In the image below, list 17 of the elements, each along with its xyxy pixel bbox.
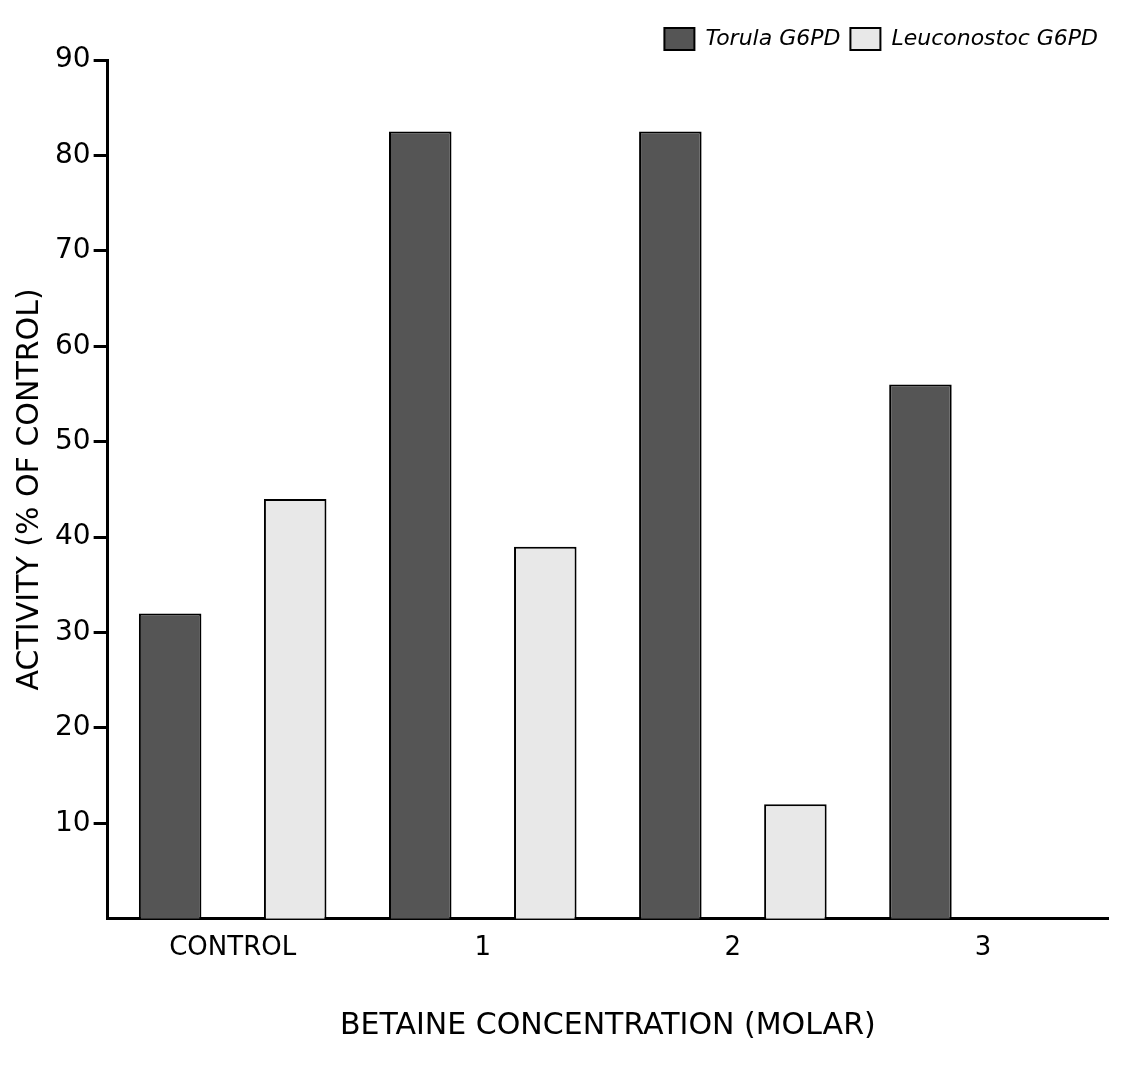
x-tick-label: 3 <box>974 931 992 962</box>
y-tick-label: 60 <box>54 327 91 361</box>
y-tick-label: 70 <box>54 232 91 266</box>
y-axis-title: ACTIVITY (% OF CONTROL) <box>9 288 45 691</box>
legend-label: Torula G6PD <box>705 24 841 50</box>
x-tick-label: 2 <box>724 931 742 962</box>
x-tick-label: 1 <box>474 931 492 962</box>
y-tick-label: 20 <box>54 709 91 743</box>
y-tick-label: 10 <box>54 804 91 838</box>
x-axis-title: BETAINE CONCENTRATION (MOLAR) <box>339 1005 876 1041</box>
x-tick-label: CONTROL <box>169 931 297 962</box>
y-tick-label: 50 <box>54 422 91 456</box>
y-tick-label: 30 <box>54 613 91 647</box>
y-tick-label: 80 <box>54 136 91 170</box>
y-tick-label: 40 <box>54 518 91 552</box>
legend-label: Leuconostoc G6PD <box>891 24 1099 50</box>
y-tick-label: 90 <box>54 41 91 75</box>
